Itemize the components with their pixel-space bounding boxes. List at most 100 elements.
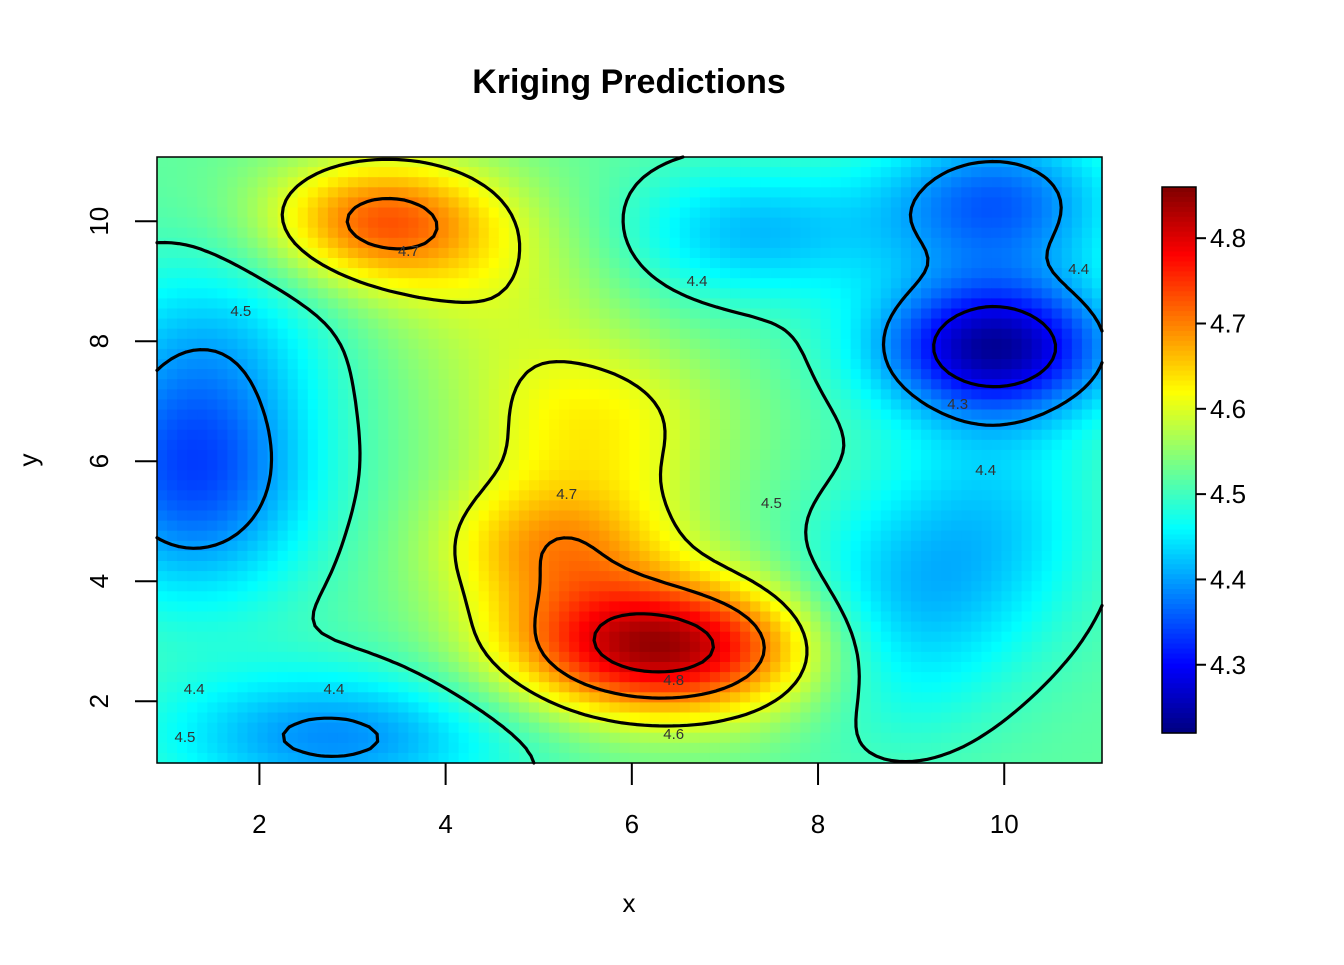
heatmap-cell	[438, 369, 450, 380]
heatmap-cell	[267, 167, 279, 178]
heatmap-cell	[287, 308, 299, 320]
heatmap-cell	[1041, 611, 1053, 623]
heatmap-cell	[287, 348, 299, 360]
heatmap-cell	[931, 540, 942, 552]
heatmap-cell	[408, 328, 419, 340]
heatmap-cell	[619, 449, 631, 461]
heatmap-cell	[388, 359, 399, 370]
heatmap-cell	[689, 348, 701, 360]
heatmap-cell	[830, 247, 842, 259]
heatmap-cell	[267, 682, 279, 693]
heatmap-cell	[368, 369, 379, 380]
heatmap-cell	[730, 591, 741, 602]
heatmap-cell	[368, 247, 379, 259]
heatmap-cell	[267, 237, 279, 249]
heatmap-cell	[1091, 389, 1103, 400]
heatmap-cell	[629, 268, 641, 279]
heatmap-cell	[649, 601, 661, 613]
heatmap-cell	[740, 369, 751, 380]
heatmap-cell	[649, 369, 661, 380]
heatmap-cell	[428, 268, 440, 279]
heatmap-cell	[931, 167, 942, 178]
heatmap-cell	[518, 561, 530, 572]
heatmap-cell	[669, 621, 681, 633]
heatmap-cell	[348, 490, 359, 501]
heatmap-cell	[750, 258, 761, 269]
heatmap-cell	[820, 389, 832, 400]
heatmap-cell	[287, 530, 299, 542]
heatmap-cell	[730, 167, 741, 178]
heatmap-cell	[388, 167, 399, 178]
heatmap-cell	[921, 359, 932, 370]
heatmap-cell	[559, 439, 570, 451]
heatmap-cell	[167, 389, 178, 400]
heatmap-cell	[488, 621, 500, 633]
heatmap-cell	[780, 470, 791, 481]
heatmap-cell	[860, 298, 872, 310]
heatmap-cell	[659, 520, 671, 532]
heatmap-cell	[297, 591, 309, 602]
heatmap-cell	[991, 348, 1003, 360]
heatmap-cell	[991, 439, 1003, 451]
heatmap-cell	[931, 591, 942, 602]
heatmap-cell	[458, 621, 470, 633]
heatmap-cell	[428, 601, 440, 613]
heatmap-cell	[408, 621, 419, 633]
heatmap-cell	[337, 389, 349, 400]
heatmap-cell	[981, 439, 993, 451]
heatmap-cell	[559, 581, 570, 592]
heatmap-cell	[247, 419, 259, 431]
heatmap-cell	[227, 662, 239, 673]
heatmap-cell	[699, 247, 711, 259]
heatmap-cell	[810, 338, 822, 350]
heatmap-cell	[669, 328, 681, 340]
heatmap-cell	[679, 429, 691, 441]
heatmap-cell	[971, 500, 982, 512]
heatmap-cell	[790, 631, 801, 643]
heatmap-cell	[629, 561, 641, 572]
heatmap-cell	[488, 611, 500, 623]
heatmap-cell	[850, 460, 862, 471]
heatmap-cell	[699, 621, 711, 633]
heatmap-cell	[961, 449, 972, 461]
heatmap-cell	[589, 419, 600, 431]
heatmap-cell	[468, 288, 480, 299]
heatmap-cell	[760, 470, 771, 481]
heatmap-cell	[951, 470, 962, 481]
heatmap-cell	[428, 682, 440, 693]
heatmap-cell	[961, 328, 972, 340]
heatmap-cell	[669, 187, 681, 198]
heatmap-cell	[217, 470, 228, 481]
heatmap-cell	[971, 449, 982, 461]
heatmap-cell	[619, 651, 631, 663]
heatmap-cell	[549, 338, 560, 350]
heatmap-cell	[830, 328, 842, 340]
heatmap-cell	[237, 480, 249, 491]
heatmap-cell	[609, 399, 621, 411]
heatmap-cell	[639, 540, 651, 552]
heatmap-cell	[840, 359, 852, 370]
heatmap-cell	[1021, 550, 1033, 562]
heatmap-cell	[307, 480, 319, 491]
heatmap-cell	[599, 460, 610, 471]
heatmap-cell	[428, 540, 440, 552]
heatmap-cell	[187, 298, 198, 310]
heatmap-cell	[1001, 621, 1013, 633]
heatmap-cell	[1011, 217, 1023, 229]
heatmap-cell	[247, 591, 259, 602]
heatmap-cell	[750, 379, 761, 390]
heatmap-cell	[790, 328, 801, 340]
heatmap-cell	[760, 601, 771, 613]
heatmap-cell	[931, 419, 942, 431]
heatmap-cell	[800, 581, 812, 592]
heatmap-cell	[257, 429, 269, 441]
heatmap-cell	[317, 601, 329, 613]
heatmap-cell	[1041, 409, 1053, 421]
heatmap-cell	[1041, 520, 1053, 532]
heatmap-cell	[237, 601, 249, 613]
heatmap-cell	[1031, 429, 1043, 441]
heatmap-cell	[358, 308, 369, 320]
heatmap-cell	[157, 247, 168, 259]
heatmap-cell	[1041, 389, 1053, 400]
heatmap-cell	[780, 449, 791, 461]
